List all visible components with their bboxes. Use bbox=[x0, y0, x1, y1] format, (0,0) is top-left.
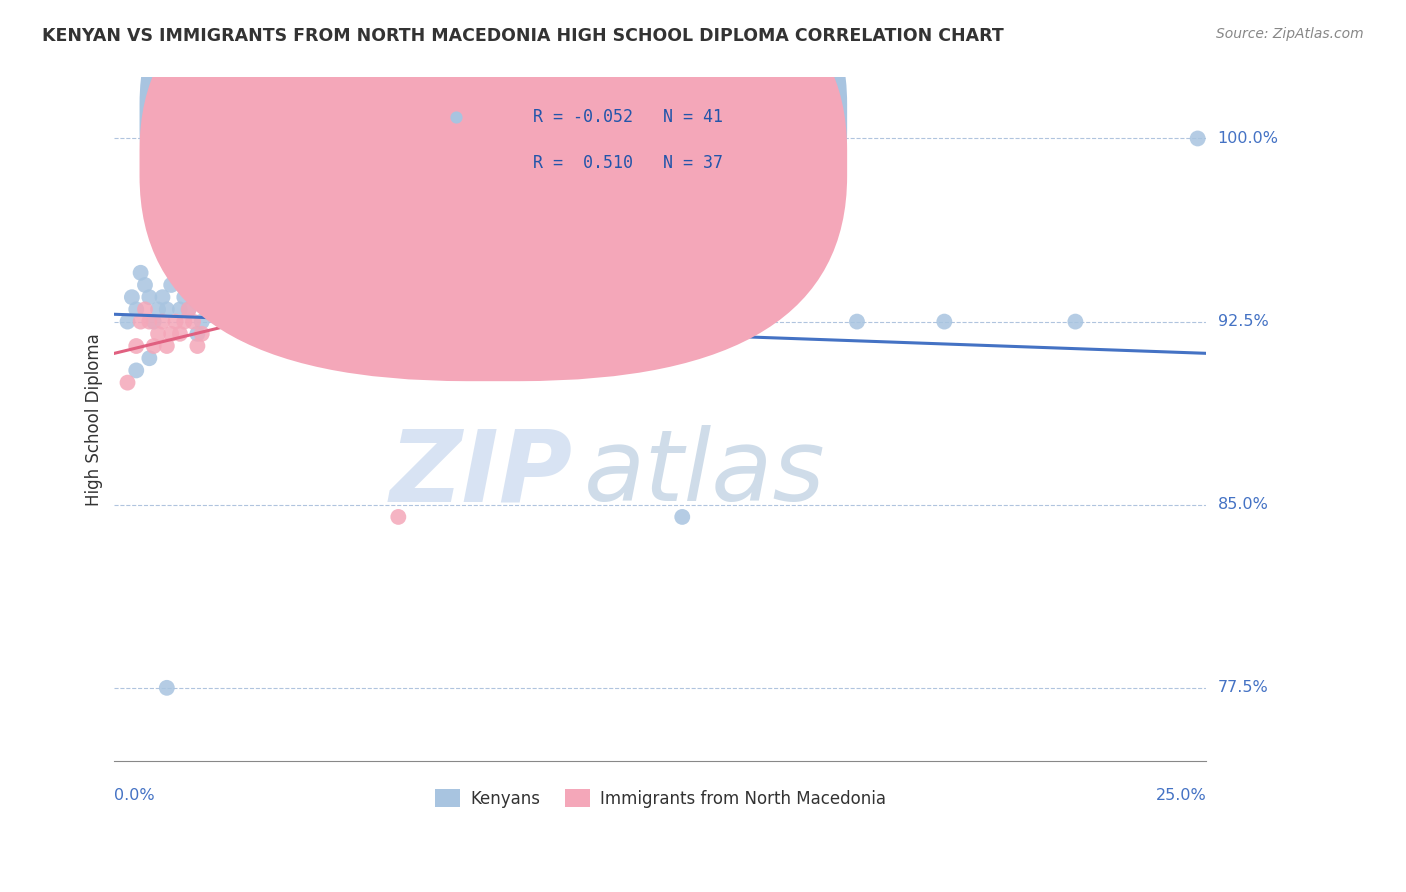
Text: R =  0.510   N = 37: R = 0.510 N = 37 bbox=[533, 154, 723, 172]
Point bbox=[387, 302, 409, 317]
Point bbox=[221, 302, 243, 317]
Text: ZIP: ZIP bbox=[389, 425, 574, 523]
Point bbox=[146, 302, 169, 317]
Point bbox=[409, 229, 432, 244]
Point bbox=[1187, 131, 1209, 145]
Point bbox=[269, 266, 291, 280]
Point bbox=[650, 193, 672, 207]
Point bbox=[129, 266, 152, 280]
Point bbox=[146, 326, 169, 341]
Point bbox=[671, 510, 693, 524]
Point bbox=[256, 315, 278, 329]
Point bbox=[387, 510, 409, 524]
Point bbox=[173, 290, 195, 304]
Point bbox=[374, 229, 396, 244]
Point bbox=[169, 326, 191, 341]
Point bbox=[693, 180, 716, 194]
Point bbox=[540, 204, 562, 219]
Point bbox=[117, 376, 139, 390]
Point bbox=[366, 315, 388, 329]
Point bbox=[138, 290, 160, 304]
Point bbox=[177, 302, 200, 317]
Point bbox=[186, 326, 208, 341]
Point bbox=[134, 302, 156, 317]
Point bbox=[181, 290, 204, 304]
Point bbox=[121, 290, 143, 304]
Point bbox=[430, 302, 453, 317]
Point bbox=[846, 315, 869, 329]
Y-axis label: High School Diploma: High School Diploma bbox=[86, 333, 103, 506]
Point bbox=[191, 315, 214, 329]
Point bbox=[125, 339, 148, 353]
Point bbox=[125, 363, 148, 377]
Point bbox=[243, 277, 266, 292]
Point bbox=[152, 315, 174, 329]
Point bbox=[156, 302, 179, 317]
Point bbox=[156, 339, 179, 353]
Point bbox=[138, 351, 160, 366]
Text: KENYAN VS IMMIGRANTS FROM NORTH MACEDONIA HIGH SCHOOL DIPLOMA CORRELATION CHART: KENYAN VS IMMIGRANTS FROM NORTH MACEDONI… bbox=[42, 27, 1004, 45]
Point bbox=[152, 290, 174, 304]
Point bbox=[409, 315, 432, 329]
Point bbox=[200, 290, 222, 304]
Point bbox=[142, 315, 165, 329]
Point bbox=[474, 315, 496, 329]
Point bbox=[312, 253, 335, 268]
Point bbox=[173, 315, 195, 329]
Point bbox=[138, 315, 160, 329]
Text: 77.5%: 77.5% bbox=[1218, 681, 1268, 696]
Point bbox=[519, 217, 541, 231]
Point bbox=[496, 326, 519, 341]
Point bbox=[287, 290, 309, 304]
Point bbox=[1064, 315, 1087, 329]
FancyBboxPatch shape bbox=[139, 0, 848, 335]
Point bbox=[191, 326, 214, 341]
Point bbox=[160, 277, 183, 292]
Point bbox=[430, 241, 453, 255]
Point bbox=[474, 217, 496, 231]
Text: atlas: atlas bbox=[583, 425, 825, 523]
Text: 92.5%: 92.5% bbox=[1218, 314, 1268, 329]
Point bbox=[343, 302, 366, 317]
Point bbox=[934, 315, 956, 329]
Point bbox=[200, 302, 222, 317]
Point bbox=[165, 266, 187, 280]
Text: 0.0%: 0.0% bbox=[114, 789, 155, 804]
Point bbox=[165, 315, 187, 329]
Text: 25.0%: 25.0% bbox=[1156, 789, 1206, 804]
Point bbox=[212, 290, 235, 304]
Point bbox=[186, 339, 208, 353]
Text: 85.0%: 85.0% bbox=[1218, 497, 1268, 512]
Point bbox=[312, 302, 335, 317]
Text: R = -0.052   N = 41: R = -0.052 N = 41 bbox=[533, 108, 723, 126]
Point bbox=[169, 302, 191, 317]
Point bbox=[287, 253, 309, 268]
Point bbox=[129, 315, 152, 329]
Point bbox=[160, 326, 183, 341]
Point bbox=[156, 681, 179, 695]
Point bbox=[269, 302, 291, 317]
Legend: Kenyans, Immigrants from North Macedonia: Kenyans, Immigrants from North Macedonia bbox=[429, 783, 893, 814]
Point bbox=[177, 302, 200, 317]
Point bbox=[117, 315, 139, 329]
Point bbox=[134, 277, 156, 292]
Text: Source: ZipAtlas.com: Source: ZipAtlas.com bbox=[1216, 27, 1364, 41]
FancyBboxPatch shape bbox=[436, 84, 763, 190]
Point bbox=[343, 241, 366, 255]
Point bbox=[235, 326, 257, 341]
Point bbox=[142, 339, 165, 353]
Text: 100.0%: 100.0% bbox=[1218, 131, 1278, 146]
Point bbox=[225, 290, 247, 304]
Point bbox=[496, 204, 519, 219]
Point bbox=[583, 193, 606, 207]
Point bbox=[181, 315, 204, 329]
Point bbox=[453, 229, 475, 244]
Point bbox=[125, 302, 148, 317]
FancyBboxPatch shape bbox=[139, 0, 848, 381]
Point bbox=[212, 302, 235, 317]
